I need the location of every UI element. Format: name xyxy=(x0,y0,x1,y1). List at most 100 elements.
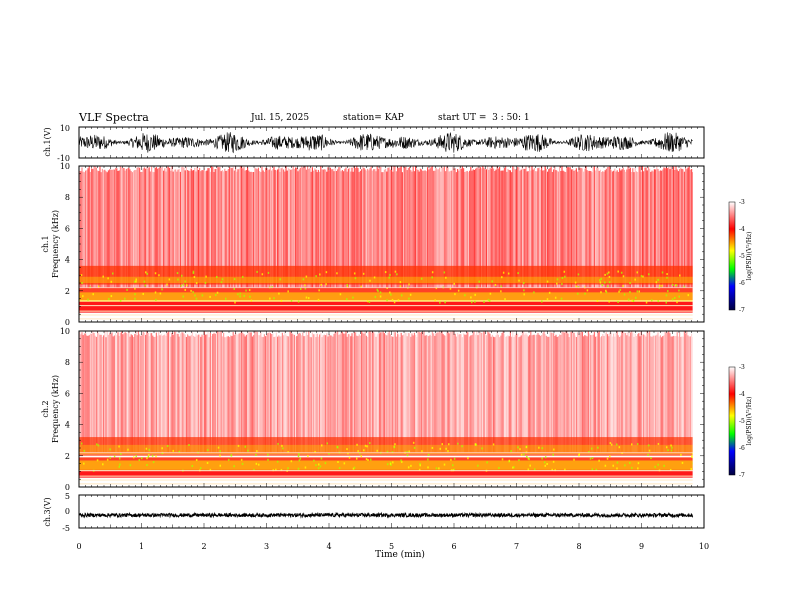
spec2-speckle xyxy=(431,446,434,449)
spec2-column xyxy=(391,336,393,453)
spec1-column xyxy=(454,168,456,288)
spec1-column xyxy=(141,171,143,288)
spec2-column xyxy=(103,335,105,453)
spec1-column xyxy=(470,166,472,288)
spec1-speckle xyxy=(87,298,89,301)
spec1-speckle xyxy=(307,297,310,300)
spec1-speckle xyxy=(320,283,322,286)
spec2-column xyxy=(147,332,149,453)
spec1-column xyxy=(263,171,265,288)
spec1-column xyxy=(416,168,418,288)
spec2-column xyxy=(404,331,406,453)
spec1-speckle xyxy=(192,291,194,294)
spec2-column xyxy=(177,333,179,453)
spec2-speckle xyxy=(606,457,609,460)
spec2-column xyxy=(173,331,175,453)
spec1-speckle xyxy=(379,295,382,298)
spec2-speckle xyxy=(519,448,521,451)
spec1-ytick-label: 0 xyxy=(65,318,70,327)
time-axis-tick-label: 7 xyxy=(514,542,519,551)
spec2-column xyxy=(353,332,355,453)
spec2-column xyxy=(107,334,109,453)
spec1-column xyxy=(632,168,634,288)
spec2-speckle xyxy=(421,450,423,453)
spec2-speckle xyxy=(609,442,612,445)
spec1-column xyxy=(674,169,676,288)
spec1-column xyxy=(495,169,497,288)
spec2-speckle xyxy=(510,450,512,453)
spec2-speckle xyxy=(443,463,446,466)
spec2-column xyxy=(489,333,491,453)
spec1-speckle xyxy=(470,296,472,299)
spec1-column xyxy=(163,170,165,288)
spec1-column xyxy=(371,170,373,288)
spec1-column xyxy=(625,171,627,288)
spec2-speckle xyxy=(135,455,137,458)
spec1-column xyxy=(304,166,306,288)
spec2-column xyxy=(452,331,454,453)
spec2-speckle xyxy=(161,452,163,455)
spec1-column xyxy=(368,170,370,288)
spec1-speckle xyxy=(280,299,283,302)
spec1-column xyxy=(281,167,283,288)
spec1-column xyxy=(245,170,247,288)
spec2-column xyxy=(355,332,357,453)
spec2-speckle xyxy=(233,465,235,468)
spec2-column xyxy=(284,331,286,453)
spec1-column xyxy=(125,168,127,288)
spec2-column xyxy=(230,335,232,453)
spec1-speckle xyxy=(636,271,639,274)
spec1-column xyxy=(586,170,588,288)
spec2-column xyxy=(421,331,423,453)
spec2-column xyxy=(85,333,87,453)
spec1-speckle xyxy=(657,300,659,303)
spec2-speckle xyxy=(508,459,511,462)
spec2-speckle xyxy=(589,457,592,460)
spec1-column xyxy=(177,169,179,288)
spec1-column xyxy=(170,170,172,288)
spec2-column xyxy=(465,334,467,453)
spec2-speckle xyxy=(217,446,220,449)
time-axis-tick-label: 0 xyxy=(76,542,81,551)
spec1-speckle xyxy=(623,293,626,296)
time-axis-tick-label: 10 xyxy=(699,542,709,551)
spec1-column xyxy=(259,171,261,288)
spec2-column xyxy=(637,334,639,453)
spec1-speckle xyxy=(556,282,558,285)
spec2-column xyxy=(260,332,262,453)
spec1-speckle xyxy=(548,291,551,294)
spec1-column xyxy=(410,170,412,288)
ch1-ytick-top: 10 xyxy=(60,124,70,133)
spec2-column xyxy=(221,336,223,453)
spec2-column xyxy=(405,333,407,453)
spec1-column xyxy=(467,172,469,288)
spec1-column xyxy=(188,170,190,288)
spec2-speckle xyxy=(435,467,438,470)
spec2-column xyxy=(676,332,678,453)
spec1-column xyxy=(224,168,226,288)
spec1-column xyxy=(143,167,145,288)
spec1-speckle xyxy=(166,283,168,286)
spec1-column xyxy=(231,168,233,288)
spec2-column xyxy=(629,332,631,453)
spec1-column xyxy=(376,166,378,288)
spec1-speckle xyxy=(261,273,264,276)
spec1-speckle xyxy=(679,274,681,277)
spec2-speckle xyxy=(326,442,329,445)
spec1-speckle xyxy=(325,283,327,286)
spec1-speckle xyxy=(245,289,247,292)
spec2-column xyxy=(358,334,360,453)
spec1-column xyxy=(181,167,183,288)
spec2-column xyxy=(235,332,237,453)
spec2-speckle xyxy=(298,459,301,462)
spec2-speckle xyxy=(219,454,221,457)
spec2-column xyxy=(430,336,432,453)
spec2-column xyxy=(164,334,166,453)
spec2-column xyxy=(542,333,544,453)
spec2-column xyxy=(459,334,461,453)
spec1-column xyxy=(555,170,557,288)
spec1-column xyxy=(681,168,683,288)
spec1-speckle xyxy=(354,277,357,280)
spec2-speckle xyxy=(691,452,694,455)
